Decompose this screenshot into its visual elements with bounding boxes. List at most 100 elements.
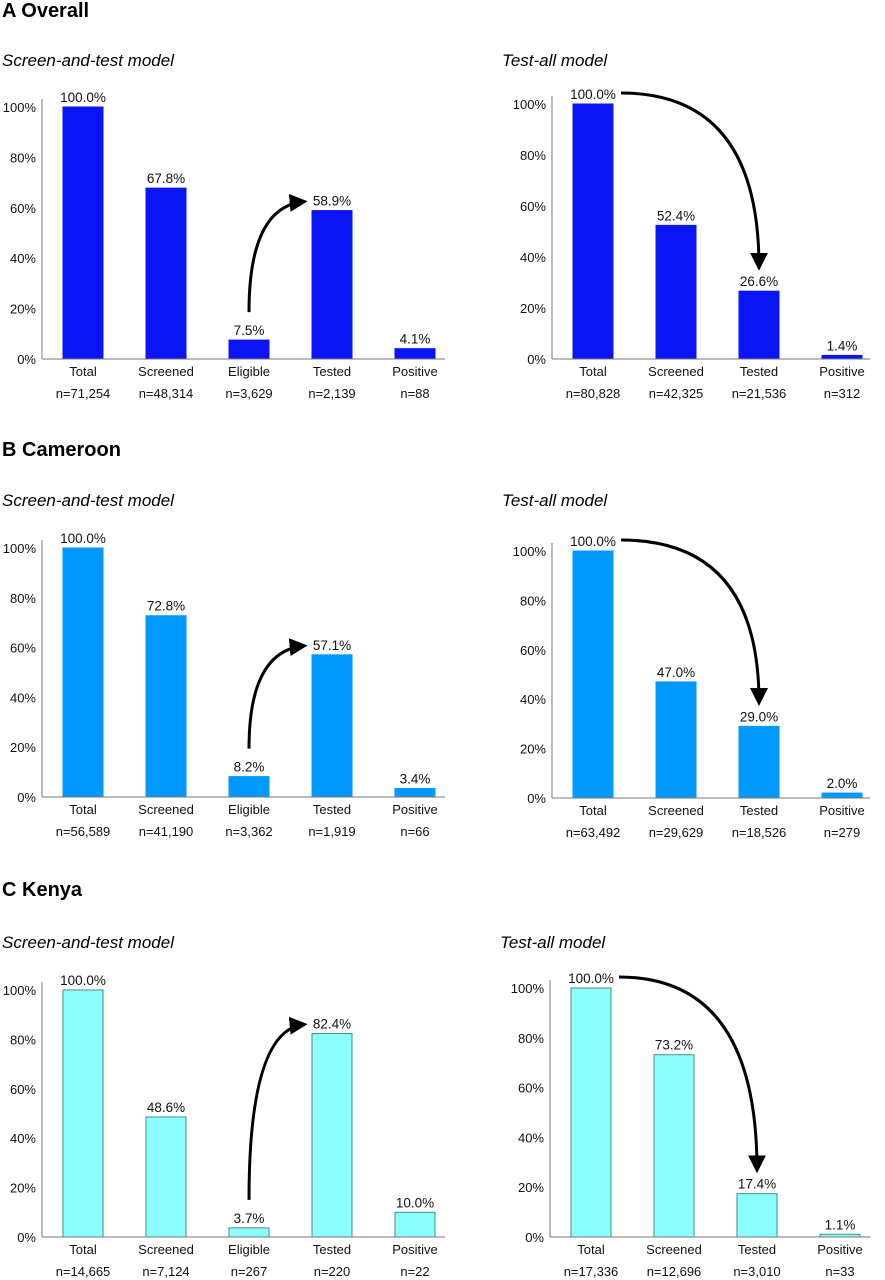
data-label: 100.0% — [60, 973, 106, 988]
x-tick-label: Tested — [313, 802, 351, 817]
x-tick-label: Positive — [392, 1242, 438, 1257]
bar — [821, 792, 863, 799]
data-label: 1.1% — [825, 1217, 856, 1232]
x-tick-label: Total — [577, 1242, 605, 1257]
y-tick-label: 40% — [10, 690, 36, 705]
n-label: n=14,665 — [56, 1264, 111, 1279]
n-label: n=18,526 — [732, 825, 787, 840]
data-label: 47.0% — [657, 665, 695, 680]
n-label: n=63,492 — [566, 825, 621, 840]
data-label: 52.4% — [657, 208, 695, 223]
bar — [821, 354, 863, 360]
data-label: 100.0% — [60, 90, 106, 105]
y-tick-label: 20% — [518, 1180, 544, 1195]
bar — [311, 654, 353, 798]
y-tick-label: 40% — [520, 250, 546, 265]
arrow — [247, 193, 308, 313]
data-label: 10.0% — [396, 1195, 434, 1210]
n-label: n=29,629 — [649, 825, 704, 840]
section-title: C Kenya — [2, 879, 83, 901]
n-label: n=3,010 — [733, 1264, 780, 1279]
bar — [736, 1193, 778, 1238]
x-tick-label: Tested — [313, 364, 351, 379]
data-label: 3.7% — [234, 1211, 265, 1226]
chart-panel: B Cameroon Screen-and-test model 0% 20% 40% 6… — [2, 439, 445, 839]
y-tick-label: 40% — [10, 251, 36, 266]
n-label: n=33 — [825, 1264, 854, 1279]
x-tick-label: Tested — [740, 803, 778, 818]
x-tick-label: Tested — [738, 1242, 776, 1257]
bar — [228, 339, 270, 360]
chart-title: Screen-and-test model — [2, 491, 175, 510]
y-tick-label: 40% — [10, 1131, 36, 1146]
arrow — [620, 91, 768, 271]
bar — [394, 788, 436, 798]
y-tick-label: 80% — [520, 148, 546, 163]
x-tick-label: Total — [579, 364, 607, 379]
n-label: n=267 — [231, 1264, 268, 1279]
data-label: 2.0% — [827, 776, 858, 791]
data-label: 100.0% — [570, 87, 616, 102]
bar — [145, 615, 187, 798]
data-label: 82.4% — [313, 1016, 351, 1031]
y-tick-label: 20% — [10, 302, 36, 317]
bar — [394, 348, 436, 360]
x-tick-label: Screened — [138, 802, 194, 817]
n-label: n=66 — [400, 824, 429, 839]
x-tick-label: Eligible — [228, 802, 270, 817]
bar — [655, 681, 697, 799]
n-label: n=1,919 — [308, 824, 355, 839]
chart-panel: Test-all model 0% 20% 40% 60% 80% 100% 100.0% To… — [502, 51, 870, 401]
data-label: 4.1% — [400, 332, 431, 347]
data-label: 17.4% — [738, 1177, 776, 1192]
data-label: 29.0% — [740, 709, 778, 724]
chart-title: Test-all model — [502, 491, 608, 510]
y-tick-label: 80% — [10, 1032, 36, 1047]
data-label: 100.0% — [570, 534, 616, 549]
bar — [311, 210, 353, 360]
x-tick-label: Screened — [138, 364, 194, 379]
data-label: 58.9% — [313, 194, 351, 209]
n-label: n=7,124 — [142, 1264, 189, 1279]
data-label: 57.1% — [313, 638, 351, 653]
arrow — [247, 638, 308, 749]
data-label: 48.6% — [147, 1100, 185, 1115]
section-title: B Cameroon — [2, 439, 121, 461]
y-tick-label: 0% — [17, 790, 36, 805]
y-tick-label: 60% — [520, 199, 546, 214]
n-label: n=22 — [400, 1264, 429, 1279]
y-tick-label: 0% — [17, 1230, 36, 1245]
chart-panel: Test-all model 0% 20% 40% 60% 80% 100% 100.0% To… — [502, 491, 870, 840]
n-label: n=312 — [824, 386, 861, 401]
data-label: 7.5% — [234, 323, 265, 338]
y-tick-label: 100% — [513, 544, 547, 559]
bar — [62, 106, 104, 360]
y-tick-label: 20% — [520, 742, 546, 757]
y-tick-label: 60% — [10, 201, 36, 216]
y-tick-label: 60% — [520, 643, 546, 658]
x-tick-label: Screened — [138, 1242, 194, 1257]
section-title: A Overall — [2, 0, 89, 22]
bar — [572, 103, 614, 360]
bar — [572, 550, 614, 799]
chart-title: Screen-and-test model — [2, 51, 175, 70]
n-label: n=17,336 — [564, 1264, 619, 1279]
y-tick-label: 80% — [10, 591, 36, 606]
y-tick-label: 80% — [518, 1031, 544, 1046]
arrow — [247, 1016, 308, 1200]
x-tick-label: Tested — [740, 364, 778, 379]
y-tick-label: 0% — [17, 352, 36, 367]
y-tick-label: 20% — [10, 1181, 36, 1196]
n-label: n=41,190 — [139, 824, 194, 839]
chart-panel: A Overall Screen-and-test model 0% 20% 40% 60… — [2, 0, 445, 401]
x-tick-label: Total — [69, 802, 97, 817]
bar — [394, 1211, 436, 1238]
n-label: n=48,314 — [139, 386, 194, 401]
y-tick-label: 40% — [520, 692, 546, 707]
n-label: n=71,254 — [56, 386, 111, 401]
y-tick-label: 100% — [3, 100, 37, 115]
data-label: 67.8% — [147, 171, 185, 186]
n-label: n=2,139 — [308, 386, 355, 401]
data-label: 1.4% — [827, 338, 858, 353]
